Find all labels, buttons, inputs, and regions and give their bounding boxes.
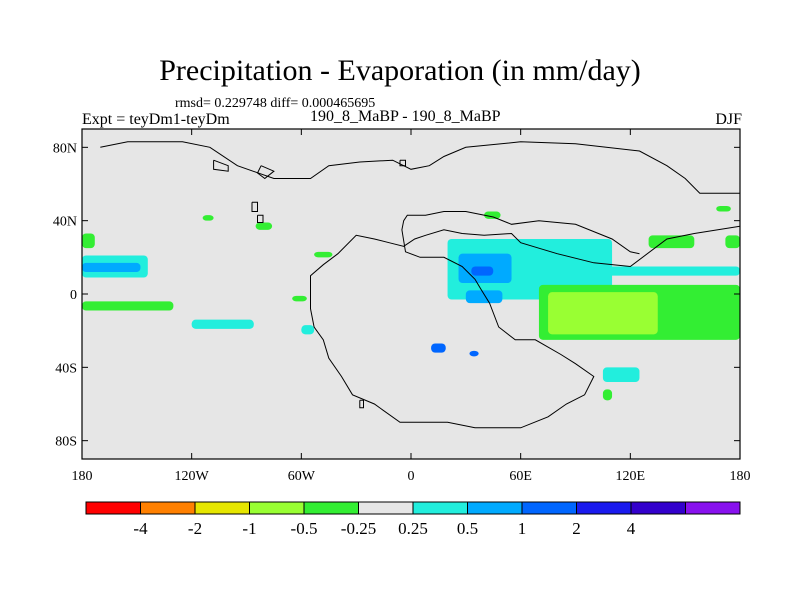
colorbar-box [576,501,632,515]
region-blue-spot-south-atlantic [431,343,446,353]
region-cyan-patch-mozambique [602,367,640,382]
colorbar-label: -2 [188,519,202,538]
region-cyan-streak-east-pacific [593,266,740,276]
region-green-spot-kamchatka [716,206,731,212]
chart-title: Precipitation - Evaporation (in mm/day) [159,54,641,87]
x-tick-label: 180 [730,469,751,484]
pangea-east-outline [310,211,740,429]
region-blue-band-west-pacific [82,262,141,272]
colorbar-label: 0.25 [398,519,428,538]
continent-outlines [100,141,740,429]
region-green-patch-north-atlantic [202,215,214,221]
colorbar-box [521,501,577,515]
region-green-spot-caspian [484,211,501,219]
colorbar-label: 2 [572,519,581,538]
colorbar-box [685,501,741,515]
colorbar-box [249,501,305,515]
experiment-label: Expt = teyDm1-teyDm [82,111,230,128]
stats-text: rmsd= 0.229748 diff= 0.000465695 [175,96,376,111]
small-island-b [257,214,264,223]
colorbar-label: -0.25 [341,519,376,538]
region-green-patch-japan-sea [648,235,695,249]
north-island-outline [213,159,229,172]
region-blue-area-africa-south [465,290,503,304]
colorbar-box [358,501,414,515]
y-axis: 80N 40N 0 40S 80S [53,141,740,450]
small-island-a [251,201,258,212]
colorbar-box [140,501,196,515]
region-green-patch-tropical-atlantic [292,295,307,302]
y-tick-label: 80S [55,435,77,450]
region-green-patch-caribbean [314,251,333,258]
region-cyan-patch-south-central-pacific [191,319,254,329]
x-tick-label: 180 [72,469,93,484]
x-axis: 180 120W 60W 0 60E 120E 180 [72,129,751,484]
season-label: DJF [715,111,742,128]
x-tick-label: 60E [509,469,532,484]
region-green-spot-southern-ocean [602,389,613,401]
colorbar-box [412,501,468,515]
colorbar-box [85,501,141,515]
colorbar-box [467,501,523,515]
region-green-patch-north-pacific [255,222,273,230]
colorbar-label: -1 [242,519,256,538]
small-island-c [399,159,406,167]
y-tick-label: 0 [70,288,77,303]
field-regions [82,206,740,401]
pangea-main-outline [100,141,740,194]
colorbar-box [194,501,250,515]
colorbar-label: -4 [133,519,148,538]
colorbar-label: 1 [518,519,527,538]
colorbar: -4 -2 -1 -0.5 -0.25 0.25 0.5 1 2 4 [85,501,741,538]
colorbar-label: 4 [627,519,636,538]
colorbar-box [630,501,686,515]
x-tick-label: 0 [408,469,415,484]
y-tick-label: 80N [53,141,77,156]
y-tick-label: 40N [53,215,77,230]
y-tick-label: 40S [55,361,77,376]
colorbar-label: -0.5 [291,519,318,538]
region-green-band-south-pacific [82,301,174,311]
center-subtitle: 190_8_MaBP - 190_8_MaBP [310,108,501,125]
west-island-outline [256,165,275,180]
region-blue-spot-south-africa [469,350,479,357]
region-green-patch-nw-pacific [82,233,95,249]
region-lightgreen-core-indian-ocean [548,292,658,335]
x-tick-label: 120W [175,469,210,484]
region-green-streak-nw-pacific [725,235,740,249]
x-tick-label: 60W [288,469,316,484]
colorbar-box [303,501,359,515]
region-cyan-patch-mid-atlantic [301,325,315,335]
x-tick-label: 120E [616,469,646,484]
small-island-d [359,399,364,409]
region-blue-core-arabian [471,266,494,276]
colorbar-label: 0.5 [457,519,478,538]
